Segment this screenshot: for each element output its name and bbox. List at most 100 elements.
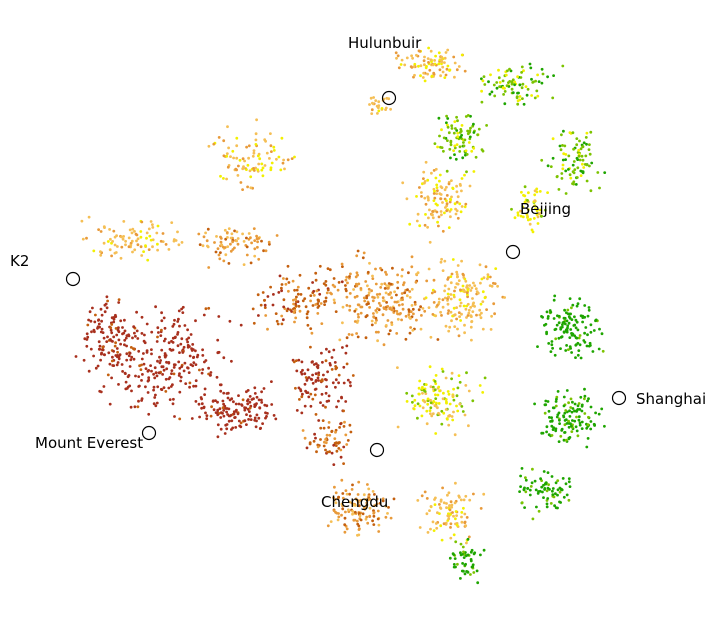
elevation-point — [393, 290, 396, 294]
elevation-point — [249, 175, 253, 179]
elevation-point — [144, 385, 147, 389]
elevation-point — [346, 378, 350, 382]
elevation-point — [225, 423, 229, 426]
elevation-point — [326, 450, 329, 454]
elevation-point — [343, 516, 347, 520]
elevation-point — [295, 295, 298, 299]
elevation-point — [127, 374, 131, 377]
elevation-point — [253, 392, 257, 395]
elevation-point — [252, 151, 256, 155]
elevation-point — [561, 64, 565, 68]
elevation-point — [334, 385, 337, 389]
elevation-point — [469, 289, 473, 292]
elevation-point — [563, 144, 567, 148]
elevation-point — [459, 288, 462, 292]
elevation-point — [546, 471, 550, 474]
elevation-point — [469, 558, 473, 561]
elevation-point — [576, 404, 580, 408]
elevation-point — [463, 205, 467, 209]
elevation-point — [418, 186, 421, 189]
elevation-point — [469, 314, 473, 318]
elevation-point — [105, 340, 109, 343]
elevation-point — [545, 489, 549, 493]
elevation-point — [533, 479, 537, 483]
elevation-point — [156, 242, 159, 246]
elevation-point — [406, 288, 409, 292]
elevation-point — [176, 331, 180, 334]
elevation-point — [555, 175, 559, 179]
elevation-point — [280, 314, 284, 318]
elevation-point — [263, 306, 267, 309]
elevation-point — [479, 507, 483, 510]
elevation-point — [424, 202, 428, 206]
elevation-point — [216, 423, 220, 427]
elevation-point — [423, 55, 426, 59]
elevation-point — [219, 416, 223, 419]
elevation-point — [162, 368, 166, 372]
elevation-point — [326, 524, 330, 528]
elevation-point — [573, 315, 576, 319]
elevation-point — [564, 328, 568, 332]
elevation-point — [444, 408, 448, 411]
elevation-point — [567, 480, 571, 484]
elevation-point — [448, 325, 452, 329]
elevation-point — [481, 300, 485, 303]
elevation-point — [439, 498, 443, 502]
elevation-point — [448, 68, 452, 72]
elevation-point — [594, 319, 597, 323]
elevation-point — [221, 406, 225, 410]
elevation-point — [503, 296, 506, 299]
elevation-point — [535, 89, 539, 93]
elevation-point — [463, 323, 466, 327]
elevation-point — [549, 310, 553, 314]
elevation-point — [567, 425, 571, 429]
elevation-point — [230, 419, 234, 423]
elevation-point — [551, 493, 555, 496]
elevation-point — [465, 541, 468, 545]
elevation-point — [226, 413, 230, 416]
elevation-point — [580, 154, 584, 158]
elevation-point — [446, 139, 449, 143]
elevation-point — [550, 340, 554, 343]
elevation-point — [424, 213, 427, 216]
elevation-point — [359, 498, 363, 502]
elevation-point — [538, 208, 542, 212]
elevation-point — [526, 218, 530, 222]
elevation-point — [229, 155, 232, 159]
elevation-point — [330, 356, 334, 359]
elevation-point — [330, 368, 334, 371]
elevation-point — [227, 146, 231, 150]
elevation-point — [467, 424, 470, 428]
elevation-point — [324, 448, 327, 452]
elevation-point — [440, 146, 444, 150]
elevation-point — [474, 287, 478, 291]
elevation-point — [421, 307, 425, 310]
elevation-point — [448, 414, 452, 417]
elevation-point — [122, 235, 125, 238]
elevation-point — [592, 329, 596, 332]
elevation-point — [382, 299, 386, 303]
elevation-point — [90, 330, 93, 334]
elevation-point — [312, 363, 316, 366]
city-hulunbuir: Hulunbuir — [348, 34, 422, 106]
elevation-point — [194, 400, 198, 403]
elevation-point — [520, 190, 523, 194]
elevation-point — [171, 402, 175, 406]
elevation-point — [455, 190, 459, 194]
elevation-point — [357, 303, 361, 307]
elevation-point — [337, 373, 341, 377]
elevation-point — [470, 286, 474, 290]
elevation-point — [429, 527, 432, 531]
elevation-point — [309, 404, 313, 408]
elevation-point — [264, 314, 268, 317]
elevation-point — [366, 521, 370, 525]
elevation-point — [147, 369, 151, 372]
elevation-point — [519, 76, 523, 79]
elevation-point — [311, 360, 314, 364]
elevation-point — [546, 315, 550, 318]
elevation-point — [478, 263, 482, 267]
elevation-point — [457, 65, 461, 68]
elevation-point — [379, 266, 382, 270]
elevation-point — [458, 202, 462, 206]
elevation-point — [216, 435, 220, 439]
